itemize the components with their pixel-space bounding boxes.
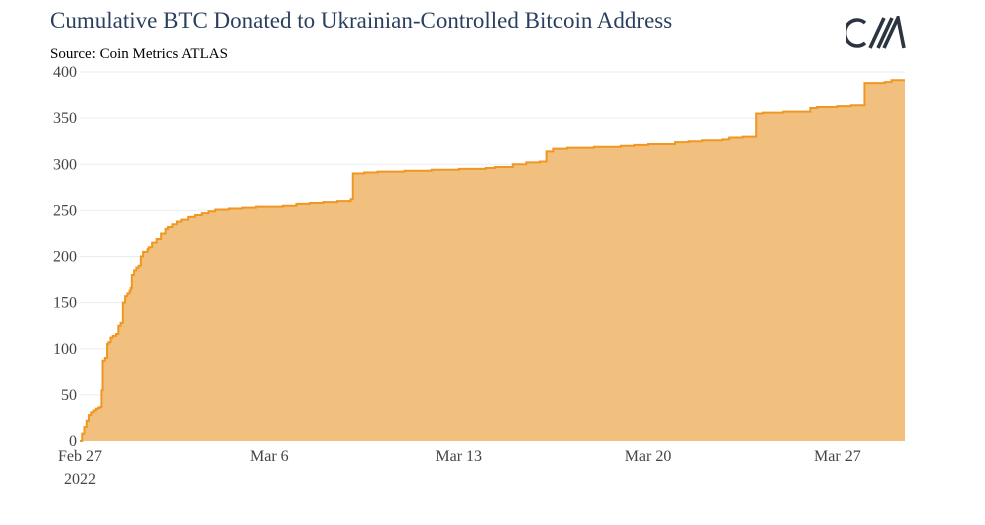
- x-tick-label: Mar 27: [814, 448, 861, 465]
- y-tick-label: 200: [53, 249, 77, 266]
- x-tick-label: Mar 13: [435, 448, 482, 465]
- axes: 0 50 100 150 200 250 300 350 400 Feb 27 2022 Mar 6 M…: [53, 64, 861, 488]
- y-tick-label: 50: [61, 387, 77, 404]
- x-tick-label: Mar 6: [250, 448, 289, 465]
- chart-title: Cumulative BTC Donated to Ukrainian-Cont…: [50, 8, 673, 33]
- y-tick-label: 250: [53, 202, 77, 219]
- y-tick-label: 150: [53, 295, 77, 312]
- x-tick-label: Mar 20: [625, 448, 672, 465]
- coin-metrics-logo: [846, 16, 906, 49]
- x-tick-label: Feb 27: [58, 448, 102, 465]
- series-line: [80, 79, 905, 442]
- y-tick-label: 300: [53, 156, 77, 173]
- y-tick-label: 100: [53, 341, 77, 358]
- chart-subtitle: Source: Coin Metrics ATLAS: [50, 46, 228, 62]
- x-tick-year-label: 2022: [64, 471, 96, 488]
- y-tick-label: 0: [69, 433, 77, 450]
- y-tick-label: 350: [53, 110, 77, 127]
- y-tick-label: 400: [53, 64, 77, 81]
- plot-area: [79, 79, 905, 442]
- area-fill: [80, 80, 905, 442]
